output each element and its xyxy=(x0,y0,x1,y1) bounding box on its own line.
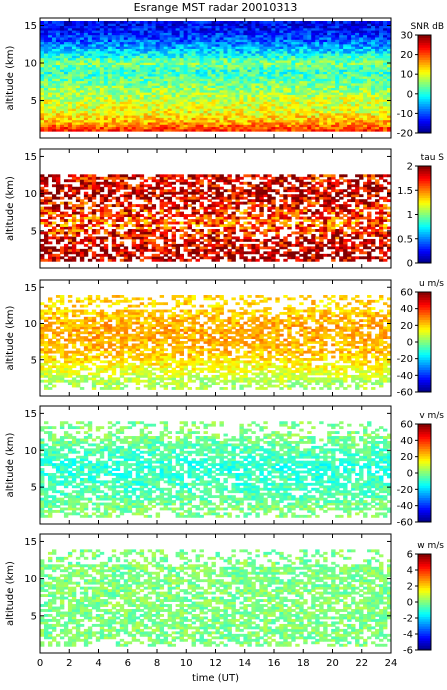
heatmap-cells xyxy=(40,421,392,518)
y-tick-label: 15 xyxy=(24,409,37,420)
x-tick-label: 10 xyxy=(180,658,193,669)
y-tick-label: 10 xyxy=(24,189,37,200)
colorbar-tick-label: 60 xyxy=(400,420,413,431)
y-axis-label: altitude (km) xyxy=(5,45,16,110)
colorbar-tick-label: 20 xyxy=(400,452,413,463)
colorbar-tick-label: -40 xyxy=(397,501,413,512)
heatmap-cells xyxy=(40,21,392,132)
y-tick-label: 10 xyxy=(24,446,37,457)
y-tick-label: 15 xyxy=(24,21,37,32)
colorbar xyxy=(418,292,431,393)
x-tick-label: 22 xyxy=(355,658,368,669)
colorbar-tick-label: 1.5 xyxy=(397,186,413,197)
colorbar-tick-label: 0 xyxy=(407,89,413,100)
x-tick-label: 12 xyxy=(209,658,222,669)
x-tick-label: 0 xyxy=(37,658,43,669)
y-axis-label: altitude (km) xyxy=(5,176,16,241)
x-tick-label: 14 xyxy=(238,658,251,669)
colorbar-tick-label: 1 xyxy=(407,210,413,221)
colorbar-tick-label: 40 xyxy=(400,436,413,447)
panel-2 xyxy=(39,148,432,269)
panel-3 xyxy=(39,279,432,397)
colorbar xyxy=(418,554,431,651)
y-tick-label: 15 xyxy=(24,152,37,163)
colorbar-tick-label: 20 xyxy=(400,50,413,61)
x-tick-label: 4 xyxy=(95,658,101,669)
colorbar-tick-label: -60 xyxy=(397,388,413,399)
colorbar-tick-label: -6 xyxy=(403,646,413,657)
x-tick-label: 8 xyxy=(154,658,160,669)
colorbar-tick-label: -20 xyxy=(397,354,413,365)
y-tick-label: 10 xyxy=(24,319,37,330)
colorbar-tick-label: 30 xyxy=(400,31,413,42)
colorbar-tick-label: -40 xyxy=(397,371,413,382)
colorbar-frame xyxy=(417,34,432,134)
colorbar-tick-label: 2 xyxy=(407,162,413,173)
y-tick-label: 15 xyxy=(24,283,37,294)
panel-4 xyxy=(39,405,432,525)
x-axis-label: time (UT) xyxy=(192,673,239,684)
colorbar-tick-label: 4 xyxy=(407,566,413,577)
y-tick-label: 10 xyxy=(24,574,37,585)
colorbar-tick-label: -10 xyxy=(397,109,413,120)
y-tick-label: 5 xyxy=(31,96,37,107)
colorbar-label: u m/s xyxy=(419,279,444,289)
colorbar-label: tau S xyxy=(421,153,445,163)
colorbar-tick-label: 6 xyxy=(407,550,413,561)
y-tick-label: 5 xyxy=(31,355,37,366)
y-axis-label: altitude (km) xyxy=(5,432,16,497)
colorbar-tick-label: -2 xyxy=(403,614,413,625)
x-tick-label: 2 xyxy=(66,658,72,669)
colorbar xyxy=(418,166,431,264)
colorbar-label: w m/s xyxy=(417,541,444,551)
x-tick-label: 6 xyxy=(125,658,131,669)
colorbar-tick-label: -60 xyxy=(397,518,413,529)
x-tick-label: 20 xyxy=(326,658,339,669)
colorbar-tick-label: 2 xyxy=(407,582,413,593)
panel-5 xyxy=(39,533,432,654)
colorbar-label: v m/s xyxy=(419,411,444,421)
colorbar-tick-label: 20 xyxy=(400,321,413,332)
y-tick-label: 15 xyxy=(24,537,37,548)
colorbar-tick-label: 0 xyxy=(407,598,413,609)
y-tick-label: 5 xyxy=(31,483,37,494)
colorbar-tick-label: 60 xyxy=(400,288,413,299)
colorbar-tick-label: 10 xyxy=(400,70,413,81)
figure-title: Esrange MST radar 20010313 xyxy=(133,1,298,14)
colorbar xyxy=(418,35,431,134)
y-axis-label: altitude (km) xyxy=(5,305,16,370)
x-tick-label: 24 xyxy=(385,658,398,669)
colorbar-tick-label: 40 xyxy=(400,304,413,315)
colorbar xyxy=(418,424,431,523)
heatmap-cells xyxy=(40,295,392,390)
heatmap-cells xyxy=(40,174,392,262)
x-tick-label: 18 xyxy=(297,658,310,669)
y-tick-label: 10 xyxy=(24,59,37,70)
y-tick-label: 5 xyxy=(31,226,37,237)
colorbar-tick-label: 0 xyxy=(407,259,413,270)
colorbar-tick-label: 0.5 xyxy=(397,234,413,245)
colorbar-tick-label: 0 xyxy=(407,338,413,349)
x-tick-label: 16 xyxy=(268,658,281,669)
colorbar-label: SNR dB xyxy=(411,22,444,32)
colorbar-tick-label: -20 xyxy=(397,129,413,140)
colorbar-tick-label: -20 xyxy=(397,485,413,496)
colorbar-tick-label: 0 xyxy=(407,469,413,480)
y-axis-label: altitude (km) xyxy=(5,561,16,626)
colorbar-tick-label: -4 xyxy=(403,630,413,641)
y-tick-label: 5 xyxy=(31,611,37,622)
panel-1 xyxy=(39,17,432,139)
heatmap-cells xyxy=(40,549,392,647)
